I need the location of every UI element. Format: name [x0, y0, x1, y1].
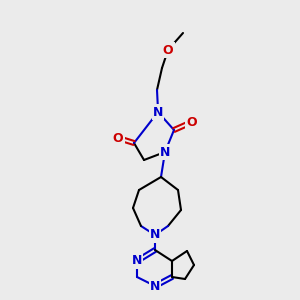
Text: N: N: [150, 280, 160, 292]
Text: N: N: [160, 146, 170, 158]
Text: N: N: [150, 229, 160, 242]
Text: O: O: [163, 44, 173, 56]
Text: O: O: [187, 116, 197, 128]
Text: N: N: [153, 106, 163, 118]
Text: N: N: [132, 254, 142, 268]
Text: O: O: [113, 131, 123, 145]
